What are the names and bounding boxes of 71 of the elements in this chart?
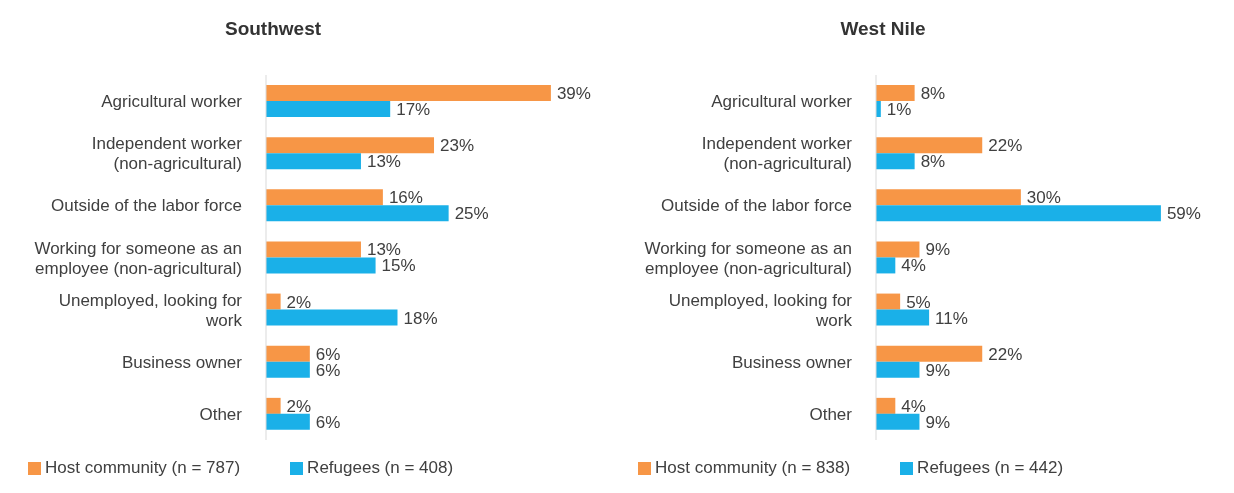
y-tick-label: Agricultural worker [101, 91, 243, 111]
data-label: 13% [366, 152, 401, 172]
data-label: 22% [988, 344, 1023, 364]
bar [266, 293, 281, 310]
y-tick-label: Working for someone as an employee (non-agricultural) [34, 238, 242, 277]
bar [876, 153, 915, 170]
bar [876, 205, 1161, 222]
bar [876, 137, 983, 154]
bar [266, 413, 310, 430]
data-label: 9% [925, 360, 951, 380]
data-label: 11% [935, 308, 968, 328]
y-tick-label: Independent worker (non-agricultural) [701, 133, 853, 173]
data-label: 4% [901, 256, 926, 276]
y-tick-label: Outside of the labor force [661, 195, 852, 215]
legend-label: Refugees (n = 408) [307, 458, 454, 477]
data-label: 39% [556, 84, 591, 104]
legend-label: Host community (n = 838) [655, 458, 851, 477]
bar [876, 85, 915, 101]
data-label: 8% [920, 152, 946, 172]
y-tick-label: Unemployed, looking for work [58, 290, 243, 330]
bar [266, 309, 398, 326]
bar [876, 309, 930, 326]
y-tick-label: Other [199, 404, 243, 424]
y-tick-label: Outside of the labor force [51, 195, 242, 215]
data-label: 59% [1166, 204, 1201, 224]
bar [876, 361, 920, 378]
bar [876, 345, 983, 362]
data-label: 22% [988, 136, 1023, 156]
bar [876, 293, 901, 310]
data-label: 1% [886, 100, 912, 120]
data-label: 4% [901, 396, 926, 416]
y-tick-label: Working for someone as an employee (non-agricultural) [644, 238, 852, 277]
data-label: 23% [440, 136, 475, 156]
data-label: 25% [454, 204, 489, 224]
bar [266, 241, 361, 258]
y-tick-label: Unemployed, looking for work [668, 290, 853, 330]
bar [266, 257, 376, 274]
data-label: 6% [315, 412, 341, 432]
y-tick-label: Independent worker (non-agricultural) [91, 133, 243, 173]
bar [266, 361, 310, 378]
data-label: 17% [396, 100, 431, 120]
bar [266, 397, 281, 414]
data-label: 9% [925, 412, 951, 432]
bar [266, 101, 391, 117]
bar [876, 413, 920, 430]
legend-label: Refugees (n = 442) [917, 458, 1064, 477]
bar [876, 189, 1021, 206]
data-label: 5% [906, 292, 931, 312]
data-label: 30% [1026, 188, 1061, 208]
bar [266, 345, 310, 362]
bar [266, 189, 383, 206]
data-label: 9% [925, 240, 951, 260]
data-label: 2% [286, 292, 312, 312]
chart-title: West Nile [839, 17, 927, 41]
data-label: 8% [920, 84, 946, 104]
bar [876, 397, 896, 414]
legend-label: Host community (n = 787) [45, 458, 241, 477]
data-label: 2% [286, 396, 312, 416]
bar [266, 205, 449, 222]
y-tick-label: Business owner [731, 352, 853, 372]
data-label: 18% [403, 308, 438, 328]
data-label: 16% [388, 188, 423, 208]
y-tick-label: Agricultural worker [711, 91, 853, 111]
bar [266, 153, 361, 170]
y-tick-label: Other [809, 404, 853, 424]
bar [876, 257, 896, 274]
chart-title: Southwest [223, 17, 323, 41]
y-tick-label: Business owner [121, 352, 243, 372]
bar [266, 85, 551, 101]
bar [876, 241, 920, 258]
bar [266, 137, 435, 154]
